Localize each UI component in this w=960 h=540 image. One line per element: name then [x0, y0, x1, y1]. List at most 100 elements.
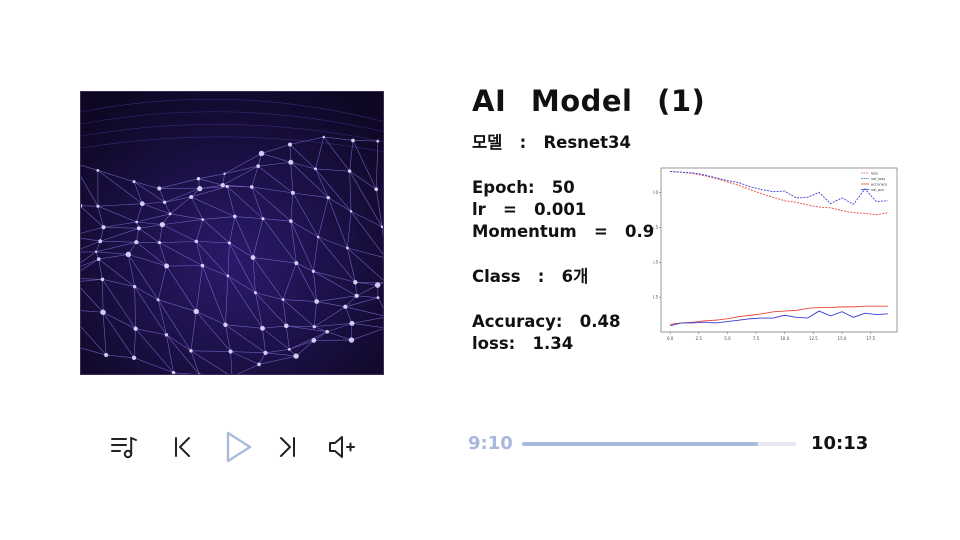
mesh-edge [98, 258, 135, 287]
mesh-edge [102, 279, 136, 329]
mesh-edge [295, 340, 315, 357]
mesh-edge [313, 271, 317, 302]
mesh-edge [133, 328, 136, 358]
y-tick-label: 0.5 [653, 295, 658, 300]
class-value: 6개 [561, 267, 589, 286]
mesh-edge [345, 306, 353, 324]
accuracy-value: 0.48 [579, 312, 621, 331]
background-wave [81, 98, 383, 122]
mesh-edge [133, 181, 165, 203]
play-button[interactable] [221, 430, 255, 464]
mesh-edge [296, 262, 317, 302]
mesh-edge [355, 281, 378, 286]
mesh-node [322, 135, 326, 139]
loss-value: 1.34 [532, 334, 574, 353]
mesh-edge [255, 292, 287, 327]
mesh-edge [102, 312, 107, 356]
momentum-label: Momentum [472, 222, 577, 241]
mesh-node [283, 323, 289, 329]
mesh-edge [202, 216, 235, 220]
mesh-edge [136, 213, 171, 223]
mesh-edge [157, 265, 167, 300]
mesh-edge [81, 176, 99, 207]
chart-frame [660, 167, 898, 333]
mesh-edge [290, 162, 329, 198]
total-time: 10:13 [811, 433, 869, 454]
mesh-edge [190, 350, 229, 374]
mesh-node [343, 304, 348, 309]
mesh-node [351, 138, 355, 143]
mesh-edge [81, 251, 97, 263]
momentum-sep: = [593, 222, 608, 241]
model-line: 모델 : Resnet34 [472, 133, 631, 153]
mesh-edge [166, 265, 197, 312]
mesh-node [194, 239, 199, 244]
mesh-edge [196, 241, 230, 244]
mesh-edge [159, 241, 197, 243]
mesh-edge [251, 166, 259, 188]
series-line-accuracy [670, 305, 888, 325]
mesh-edge [225, 324, 231, 352]
next-button[interactable] [270, 430, 304, 464]
mesh-edge [255, 292, 284, 300]
mesh-edge [227, 275, 263, 329]
model-label: 모델 [472, 133, 503, 152]
mesh-edge [355, 282, 357, 296]
mesh-node [134, 240, 139, 245]
mesh-edge [252, 257, 256, 293]
legend-label: val_acc [871, 188, 884, 192]
mesh-edge [190, 350, 200, 374]
mesh-edge [290, 162, 294, 193]
mesh-edge [289, 340, 314, 350]
previous-button[interactable] [166, 430, 200, 464]
mesh-edge [170, 213, 203, 220]
lr-line: lr = 0.001 [472, 200, 586, 220]
mesh-edge [283, 299, 317, 302]
mesh-edge [257, 165, 294, 194]
mesh-node [326, 195, 331, 200]
mesh-edge [316, 295, 357, 302]
mesh-edge [289, 331, 328, 350]
mesh-edge [136, 228, 140, 243]
mesh-lines [81, 136, 383, 374]
mesh-edge [289, 144, 316, 170]
mesh-node [325, 329, 329, 334]
progress-bar[interactable] [522, 442, 796, 446]
mesh-edge [265, 352, 297, 357]
mesh-edge [265, 349, 290, 354]
mesh-edge [352, 140, 378, 142]
mesh-node [164, 333, 169, 337]
mesh-edge [349, 171, 383, 227]
lr-sep: = [503, 200, 517, 219]
mesh-edge [317, 197, 329, 238]
playlist-button[interactable] [107, 430, 141, 464]
mesh-edge [345, 306, 383, 316]
epoch-label: Epoch: [472, 178, 535, 197]
mesh-edge [313, 271, 356, 283]
mesh-edge [345, 295, 357, 308]
mesh-edge [196, 241, 203, 266]
mesh-edge [282, 299, 315, 327]
mesh-node [131, 355, 137, 360]
mesh-node [348, 337, 355, 343]
mesh-node [380, 225, 383, 229]
mesh-edge [134, 181, 160, 189]
class-label: Class [472, 267, 521, 286]
mesh-node [104, 352, 109, 358]
mesh-edge [262, 218, 291, 222]
mesh-edge [315, 168, 350, 172]
mesh-edge [328, 197, 352, 212]
volume-button[interactable] [325, 430, 359, 464]
mesh-node [197, 185, 203, 192]
epoch-value: 50 [551, 178, 575, 197]
mesh-node [225, 184, 229, 189]
class-line: Class : 6개 [472, 267, 588, 287]
mesh-node [201, 218, 205, 221]
mesh-edge [136, 203, 143, 223]
mesh-edge [327, 331, 352, 341]
mesh-edge [230, 351, 233, 374]
mesh-edge [282, 262, 297, 300]
mesh-edge [234, 216, 254, 258]
mesh-edge [196, 219, 204, 242]
training-chart-svg: 0.5 1.0 1.5 2.0 0.0 2.5 5.0 7.5 10.0 12.5 15.0 17.5… [652, 167, 898, 341]
